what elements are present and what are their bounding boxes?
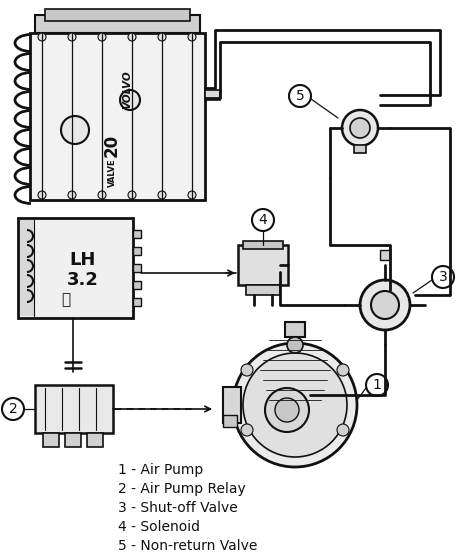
Circle shape [432,266,454,288]
Circle shape [188,191,196,199]
Circle shape [2,398,24,420]
Circle shape [38,33,46,41]
Circle shape [287,337,303,353]
Bar [205,90,220,100]
Circle shape [371,291,399,319]
Circle shape [366,374,388,396]
Bar [133,264,141,272]
Circle shape [337,364,349,376]
Circle shape [158,191,166,199]
Circle shape [61,116,89,144]
Bar [35,15,200,33]
Bar [133,247,141,255]
Circle shape [337,424,349,436]
Circle shape [342,110,378,146]
Bar [285,322,305,337]
Circle shape [233,343,357,467]
Circle shape [38,191,46,199]
Bar [65,433,81,447]
Bar [133,281,141,289]
Text: 2 - Air Pump Relay: 2 - Air Pump Relay [118,482,246,496]
Circle shape [98,191,106,199]
Text: 3: 3 [438,270,447,284]
Text: 1 - Air Pump: 1 - Air Pump [118,463,203,477]
Text: 4 - Solenoid: 4 - Solenoid [118,520,200,534]
Circle shape [252,209,274,231]
Text: ✋: ✋ [62,292,71,307]
Bar [354,145,366,153]
Text: 5: 5 [296,89,304,103]
Circle shape [68,191,76,199]
Bar [243,241,283,249]
Circle shape [275,398,299,422]
Circle shape [241,424,253,436]
Circle shape [128,33,136,41]
Circle shape [360,280,410,330]
Bar [133,230,141,238]
Circle shape [128,191,136,199]
Text: LH: LH [70,251,96,269]
Bar [35,385,113,433]
Text: 1: 1 [373,378,382,392]
Bar [246,285,280,295]
Bar [380,250,390,260]
Text: 3 - Shut-off Valve: 3 - Shut-off Valve [118,501,238,515]
Circle shape [289,85,311,107]
Text: 3.2: 3.2 [67,271,99,289]
Circle shape [243,353,347,457]
Bar [87,433,103,447]
Bar [43,433,59,447]
Circle shape [120,90,140,110]
Circle shape [98,33,106,41]
Text: 4: 4 [259,213,267,227]
Circle shape [265,388,309,432]
Text: VALVE: VALVE [108,158,117,187]
Bar [45,9,190,21]
Circle shape [158,33,166,41]
Circle shape [241,364,253,376]
Bar [223,415,237,427]
Circle shape [350,118,370,138]
Bar [238,245,288,285]
Bar [30,33,205,200]
Bar [223,387,241,423]
Text: 20: 20 [103,133,121,157]
Bar [20,220,34,316]
Bar [133,298,141,306]
Bar [18,218,133,318]
Text: 5 - Non-return Valve: 5 - Non-return Valve [118,539,257,553]
Text: VOLVO: VOLVO [122,71,132,109]
Circle shape [188,33,196,41]
Text: 2: 2 [9,402,18,416]
Circle shape [68,33,76,41]
